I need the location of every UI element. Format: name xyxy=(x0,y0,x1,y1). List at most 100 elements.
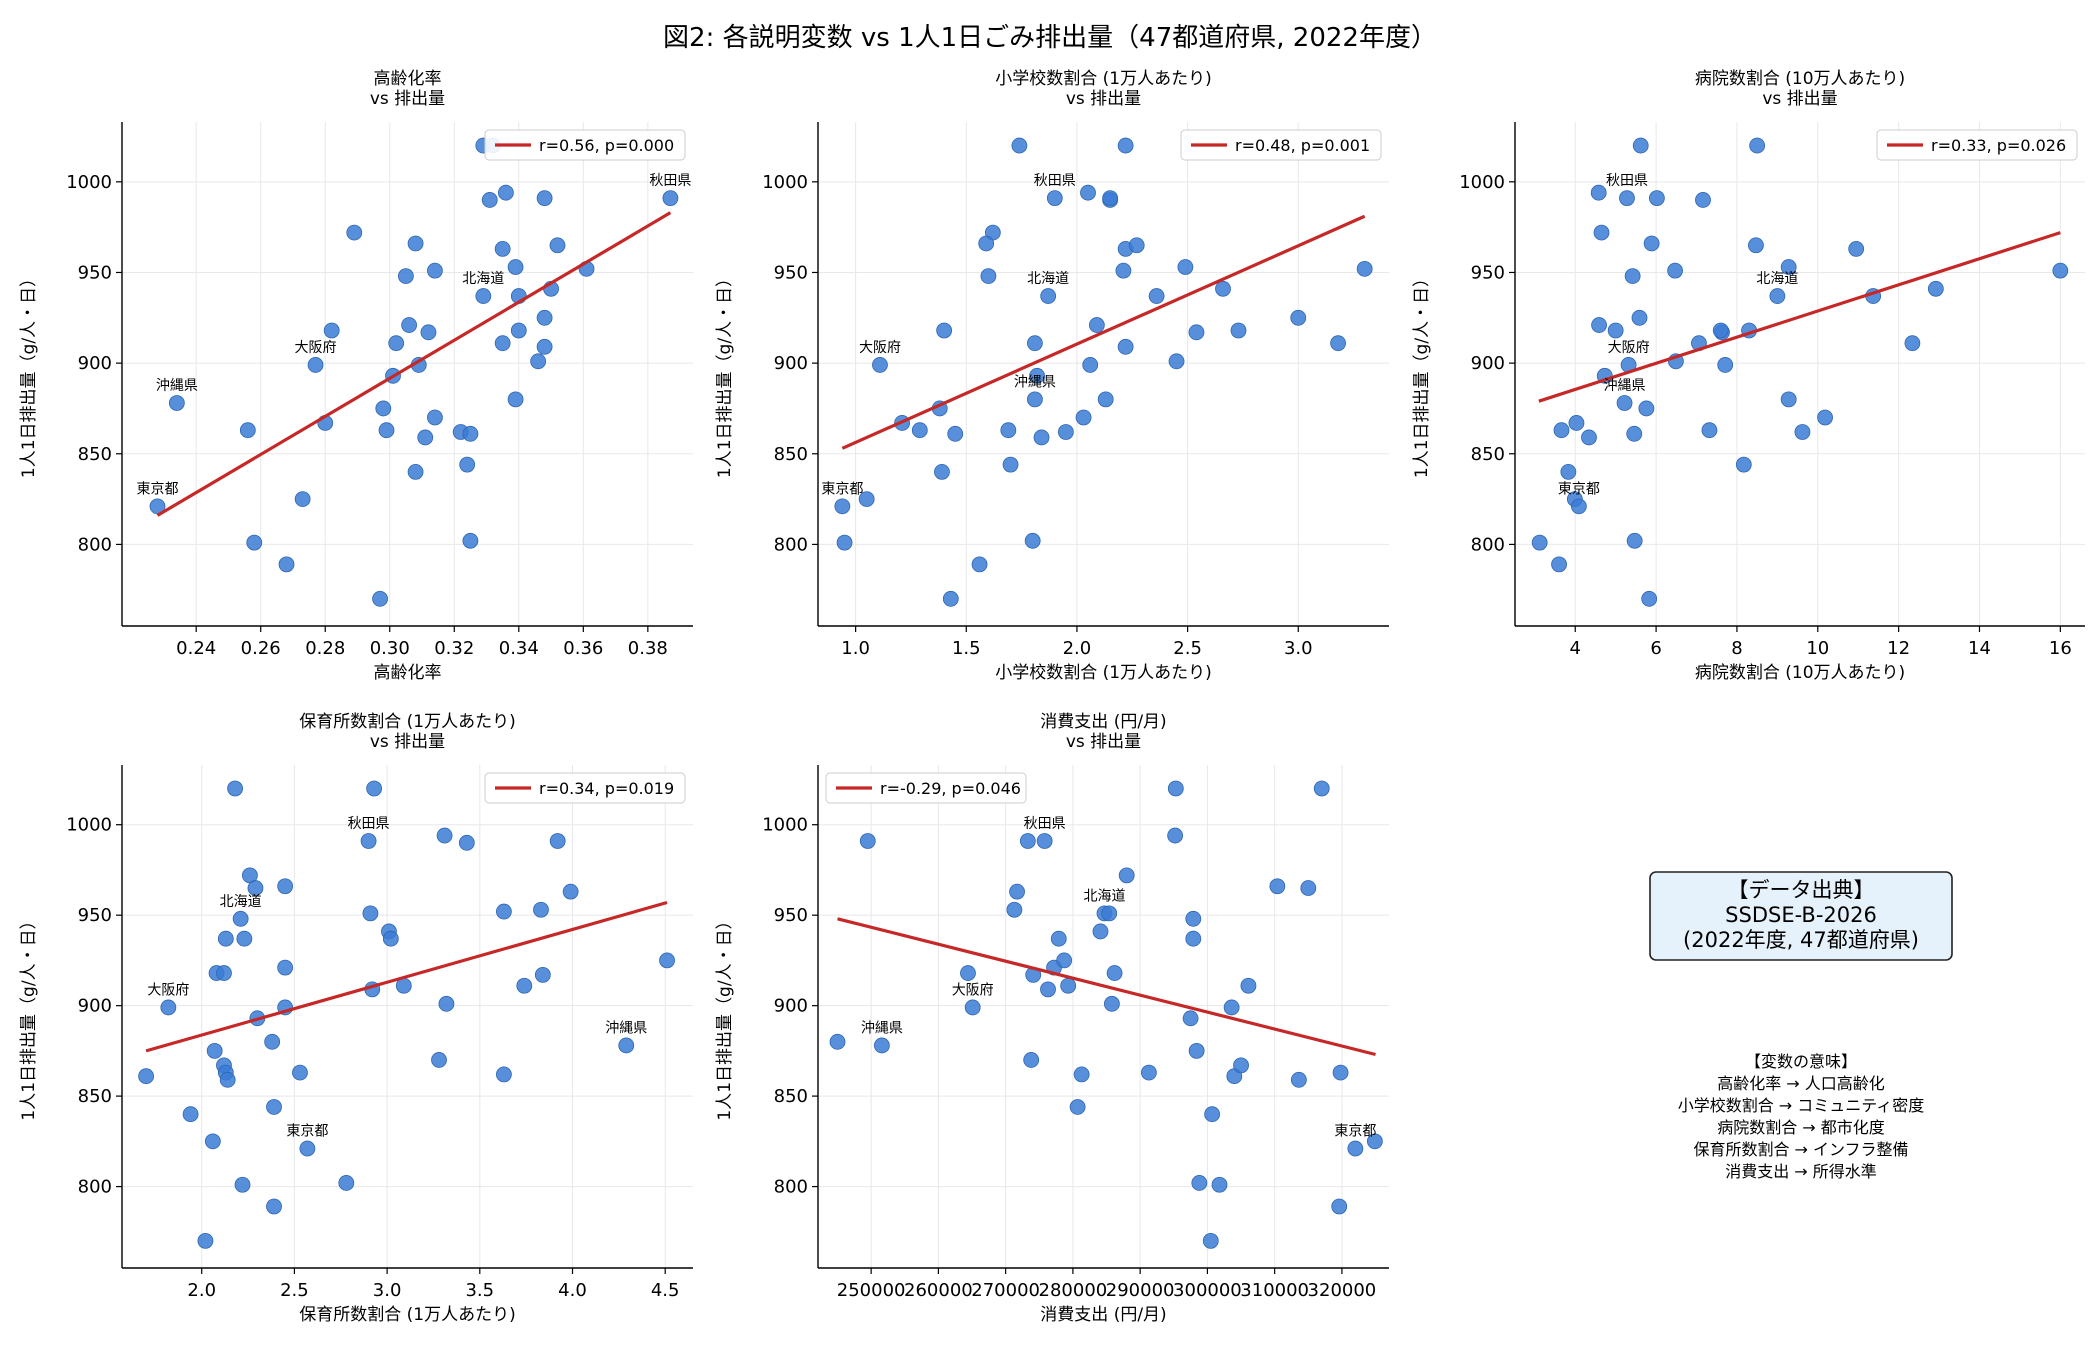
chart-2-point-28 xyxy=(872,357,888,373)
chart-5-point-39 xyxy=(1332,1064,1349,1081)
chart-4: 2.0 2.5 3.0 3.5 4.0 4.5 800 850 900 950 1000 保育所数割合… xyxy=(19,712,693,1325)
chart-5-point-29 xyxy=(1182,1010,1199,1027)
chart-3-point-8 xyxy=(1643,235,1660,252)
chart-4-point-15 xyxy=(236,930,253,947)
chart-4-xtick-label-2: 3.0 xyxy=(373,1280,402,1301)
chart-1-xtick-label-3: 0.30 xyxy=(370,638,410,659)
chart-1-annotation-2: 北海道 xyxy=(462,271,504,287)
chart-5-point-9 xyxy=(1269,878,1286,895)
chart-5-point-15 xyxy=(1050,930,1067,947)
chart-4-legend-frame xyxy=(484,772,686,804)
chart-2-point-45 xyxy=(971,556,988,573)
chart-2-point-27 xyxy=(1330,335,1346,352)
chart-2-point-41 xyxy=(1002,456,1019,473)
chart-4-ytick-label-3: 950 xyxy=(78,905,112,926)
chart-1-xtick-label-7: 0.38 xyxy=(628,638,668,659)
subplots: 0.24 0.26 0.28 0.30 0.32 0.34 0.36 0.38 800 850 90… xyxy=(19,69,2085,1325)
chart-2-point-21 xyxy=(1230,322,1247,339)
chart-5-point-22 xyxy=(1106,965,1123,981)
chart-4-xtick-label-0: 2.0 xyxy=(187,1280,216,1301)
chart-3-point-23 xyxy=(1607,322,1624,339)
chart-1-point-17 xyxy=(475,288,492,304)
chart-1-point-24 xyxy=(510,322,527,339)
chart-3-point-9 xyxy=(1748,237,1764,254)
chart-4-point-39 xyxy=(431,1052,447,1068)
chart-5-point-32 xyxy=(1188,1042,1205,1059)
chart-5-annotation-1: 秋田県 xyxy=(1024,816,1066,832)
chart-1-point-4 xyxy=(481,192,498,208)
chart-4-point-32 xyxy=(264,1033,281,1050)
chart-1-point-45 xyxy=(168,395,185,411)
chart-5-point-31 xyxy=(873,1037,890,1054)
chart-2: 1.0 1.5 2.0 2.5 3.0 800 850 900 950 1000 小学校数割合 (1… xyxy=(715,69,1389,683)
chart-1-point-21 xyxy=(388,335,405,352)
chart-1-xtick-label-4: 0.32 xyxy=(434,638,474,659)
source-box-scope: (2022年度, 47都道府県) xyxy=(1683,928,1919,952)
chart-1-title-line-2: vs 排出量 xyxy=(370,89,445,109)
chart-3-xtick-label-0: 4 xyxy=(1570,638,1581,659)
chart-5-annotation-4: 沖縄県 xyxy=(861,1020,903,1036)
chart-2-legend: r=0.48, p=0.001 xyxy=(1180,129,1382,161)
chart-4-y-label: 1人1日排出量（g/人・日） xyxy=(19,912,39,1120)
chart-5-point-34 xyxy=(1073,1066,1090,1083)
chart-4-point-5 xyxy=(458,834,475,851)
chart-3-point-43 xyxy=(1531,534,1548,551)
chart-3-point-18 xyxy=(1631,309,1648,326)
chart-2-xtick-label-4: 3.0 xyxy=(1284,638,1313,659)
chart-2-annotation-5: 東京都 xyxy=(821,481,863,497)
chart-1-point-36 xyxy=(239,422,256,439)
chart-1-point-38 xyxy=(459,456,476,473)
chart-4-legend-label: r=0.34, p=0.019 xyxy=(539,779,674,798)
chart-3-point-44 xyxy=(1626,532,1643,549)
chart-2-xtick-label-2: 2.0 xyxy=(1063,638,1092,659)
chart-2-point-8 xyxy=(978,235,995,252)
chart-4-legend: r=0.34, p=0.019 xyxy=(484,772,686,804)
chart-1-point-7 xyxy=(407,235,424,252)
chart-1-point-43 xyxy=(372,590,388,607)
chart-5-point-30 xyxy=(829,1033,846,1050)
chart-3-annotation-4: 沖縄県 xyxy=(1604,378,1646,394)
chart-2-point-40 xyxy=(934,463,950,480)
chart-5-point-2 xyxy=(1313,780,1330,797)
chart-2-point-20 xyxy=(1188,324,1205,341)
chart-5-point-46 xyxy=(1347,1140,1364,1157)
chart-3-point-12 xyxy=(1667,262,1683,279)
chart-4-ytick-label-1: 850 xyxy=(78,1086,112,1107)
chart-3-ytick-label-0: 800 xyxy=(1471,534,1505,555)
chart-5-point-7 xyxy=(1118,867,1135,884)
chart-2-ytick-label-3: 950 xyxy=(774,262,808,283)
chart-5-fit-line xyxy=(837,917,1376,1057)
chart-4-point-12 xyxy=(362,905,379,922)
chart-1-point-47 xyxy=(662,190,679,207)
chart-2-legend-label: r=0.48, p=0.001 xyxy=(1235,136,1370,155)
chart-3-point-39 xyxy=(1817,409,1833,426)
chart-5-point-16 xyxy=(1092,923,1109,940)
chart-1-point-25 xyxy=(530,353,547,370)
chart-3-point-10 xyxy=(1848,241,1865,257)
chart-5-point-40 xyxy=(1069,1099,1086,1115)
chart-1-ytick-label-4: 1000 xyxy=(66,172,112,193)
chart-1-point-12 xyxy=(507,259,524,275)
chart-3-annotation-2: 北海道 xyxy=(1756,271,1798,287)
chart-1-point-41 xyxy=(462,532,479,549)
chart-1-point-15 xyxy=(401,317,418,333)
chart-2-x-label: 小学校数割合 (1万人あたり) xyxy=(995,663,1211,683)
chart-1-xtick-label-6: 0.36 xyxy=(563,638,603,659)
chart-4-point-1 xyxy=(227,780,243,797)
chart-4-point-13 xyxy=(496,903,512,920)
chart-1-point-40 xyxy=(246,534,263,551)
chart-4-annotation-3: 大阪府 xyxy=(147,982,189,998)
chart-2-annotation-1: 秋田県 xyxy=(1034,173,1076,189)
chart-1-point-29 xyxy=(375,400,392,417)
chart-5-xtick-label-6: 310000 xyxy=(1240,1280,1309,1301)
chart-1-point-37 xyxy=(407,463,424,480)
chart-3-point-7 xyxy=(1593,224,1610,241)
chart-5-point-37 xyxy=(1233,1057,1249,1074)
chart-5-point-17 xyxy=(1185,930,1202,947)
chart-3-point-36 xyxy=(1626,425,1643,442)
chart-4-point-4 xyxy=(436,827,453,844)
chart-4-annotation-1: 秋田県 xyxy=(348,816,390,832)
chart-1-x-label: 高齢化率 xyxy=(374,663,442,683)
chart-4-point-3 xyxy=(360,833,377,849)
source-box-frame xyxy=(1649,871,1953,961)
